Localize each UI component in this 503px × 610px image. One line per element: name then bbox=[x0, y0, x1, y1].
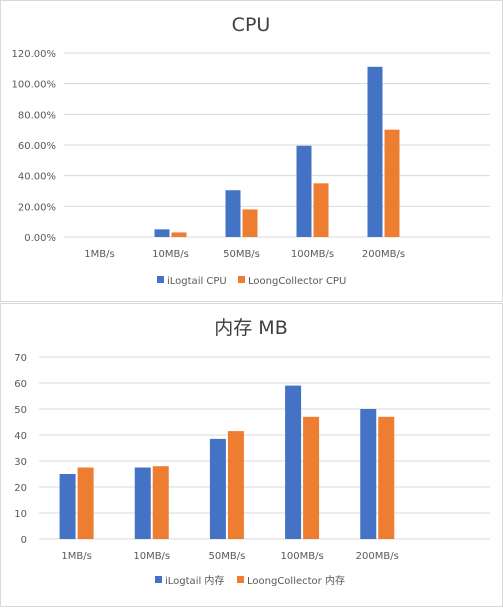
memory-bar-loongcollector bbox=[303, 416, 320, 539]
memory-legend-label: iLogtail 内存 bbox=[165, 574, 224, 587]
memory-y-tick-label: 40 bbox=[14, 431, 27, 442]
cpu-x-tick-label: 100MB/s bbox=[291, 249, 334, 260]
cpu-y-tick-label: 20.00% bbox=[18, 202, 56, 213]
cpu-y-tick-label: 80.00% bbox=[18, 110, 56, 121]
memory-bar-ilogtail bbox=[285, 385, 302, 539]
cpu-x-tick-label: 10MB/s bbox=[152, 249, 189, 260]
cpu-chart-panel: CPU 0.00% 20.00% 40.00% 60.00% 80.00% 100.00% 1… bbox=[0, 0, 503, 302]
cpu-x-tick-label: 50MB/s bbox=[223, 249, 260, 260]
cpu-chart-title: CPU bbox=[232, 14, 271, 36]
cpu-x-tick-label: 1MB/s bbox=[84, 249, 114, 260]
memory-y-tick-label: 20 bbox=[14, 483, 27, 494]
memory-x-tick-label: 10MB/s bbox=[133, 551, 170, 562]
memory-bar-loongcollector bbox=[227, 431, 244, 539]
memory-y-tick-label: 50 bbox=[14, 405, 27, 416]
cpu-chart: CPU 0.00% 20.00% 40.00% 60.00% 80.00% 100.00% 1… bbox=[12, 14, 490, 287]
memory-chart-title: 内存 MB bbox=[214, 317, 287, 339]
memory-bar-ilogtail bbox=[209, 438, 226, 539]
cpu-bar-loongcollector bbox=[171, 232, 187, 237]
cpu-bar-ilogtail bbox=[367, 66, 383, 237]
memory-y-tick-label: 0 bbox=[21, 535, 27, 546]
memory-x-tick-label: 1MB/s bbox=[61, 551, 91, 562]
cpu-bar-loongcollector bbox=[242, 209, 258, 237]
cpu-bar-ilogtail bbox=[296, 145, 312, 237]
memory-y-tick-label: 70 bbox=[14, 353, 27, 364]
cpu-bar-loongcollector bbox=[384, 129, 400, 237]
memory-y-tick-label: 10 bbox=[14, 509, 27, 520]
memory-legend-swatch bbox=[155, 576, 162, 583]
cpu-bar-ilogtail bbox=[225, 190, 241, 237]
memory-bar-loongcollector bbox=[77, 467, 94, 539]
cpu-legend-label: iLogtail CPU bbox=[167, 276, 227, 287]
memory-bar-ilogtail bbox=[134, 467, 151, 539]
memory-bar-ilogtail bbox=[59, 474, 76, 539]
cpu-bar-loongcollector bbox=[313, 183, 329, 237]
cpu-y-tick-label: 120.00% bbox=[12, 49, 57, 60]
cpu-bar-ilogtail bbox=[154, 229, 170, 237]
cpu-y-tick-label: 40.00% bbox=[18, 172, 56, 183]
memory-chart-panel: 内存 MB 0 10 20 30 40 50 60 70 1MB/s 10MB/s 50MB/s 100… bbox=[0, 303, 503, 607]
cpu-legend-swatch bbox=[157, 276, 164, 283]
cpu-legend-label: LoongCollector CPU bbox=[248, 276, 346, 287]
memory-y-tick-label: 30 bbox=[14, 457, 27, 468]
memory-legend-swatch bbox=[237, 576, 244, 583]
memory-y-tick-label: 60 bbox=[14, 379, 27, 390]
memory-x-tick-label: 50MB/s bbox=[209, 551, 246, 562]
cpu-y-tick-label: 100.00% bbox=[12, 80, 57, 91]
memory-x-tick-label: 200MB/s bbox=[356, 551, 399, 562]
memory-bar-loongcollector bbox=[152, 466, 169, 539]
cpu-y-tick-label: 60.00% bbox=[18, 141, 56, 152]
memory-chart: 内存 MB 0 10 20 30 40 50 60 70 1MB/s 10MB/s 50MB/s 100… bbox=[14, 317, 490, 587]
cpu-legend-swatch bbox=[238, 276, 245, 283]
memory-x-tick-label: 100MB/s bbox=[281, 551, 324, 562]
cpu-x-tick-label: 200MB/s bbox=[362, 249, 405, 260]
memory-bar-ilogtail bbox=[360, 409, 377, 539]
memory-legend-label: LoongCollector 内存 bbox=[247, 574, 345, 587]
cpu-y-tick-label: 0.00% bbox=[24, 233, 56, 244]
memory-bar-loongcollector bbox=[378, 416, 395, 539]
